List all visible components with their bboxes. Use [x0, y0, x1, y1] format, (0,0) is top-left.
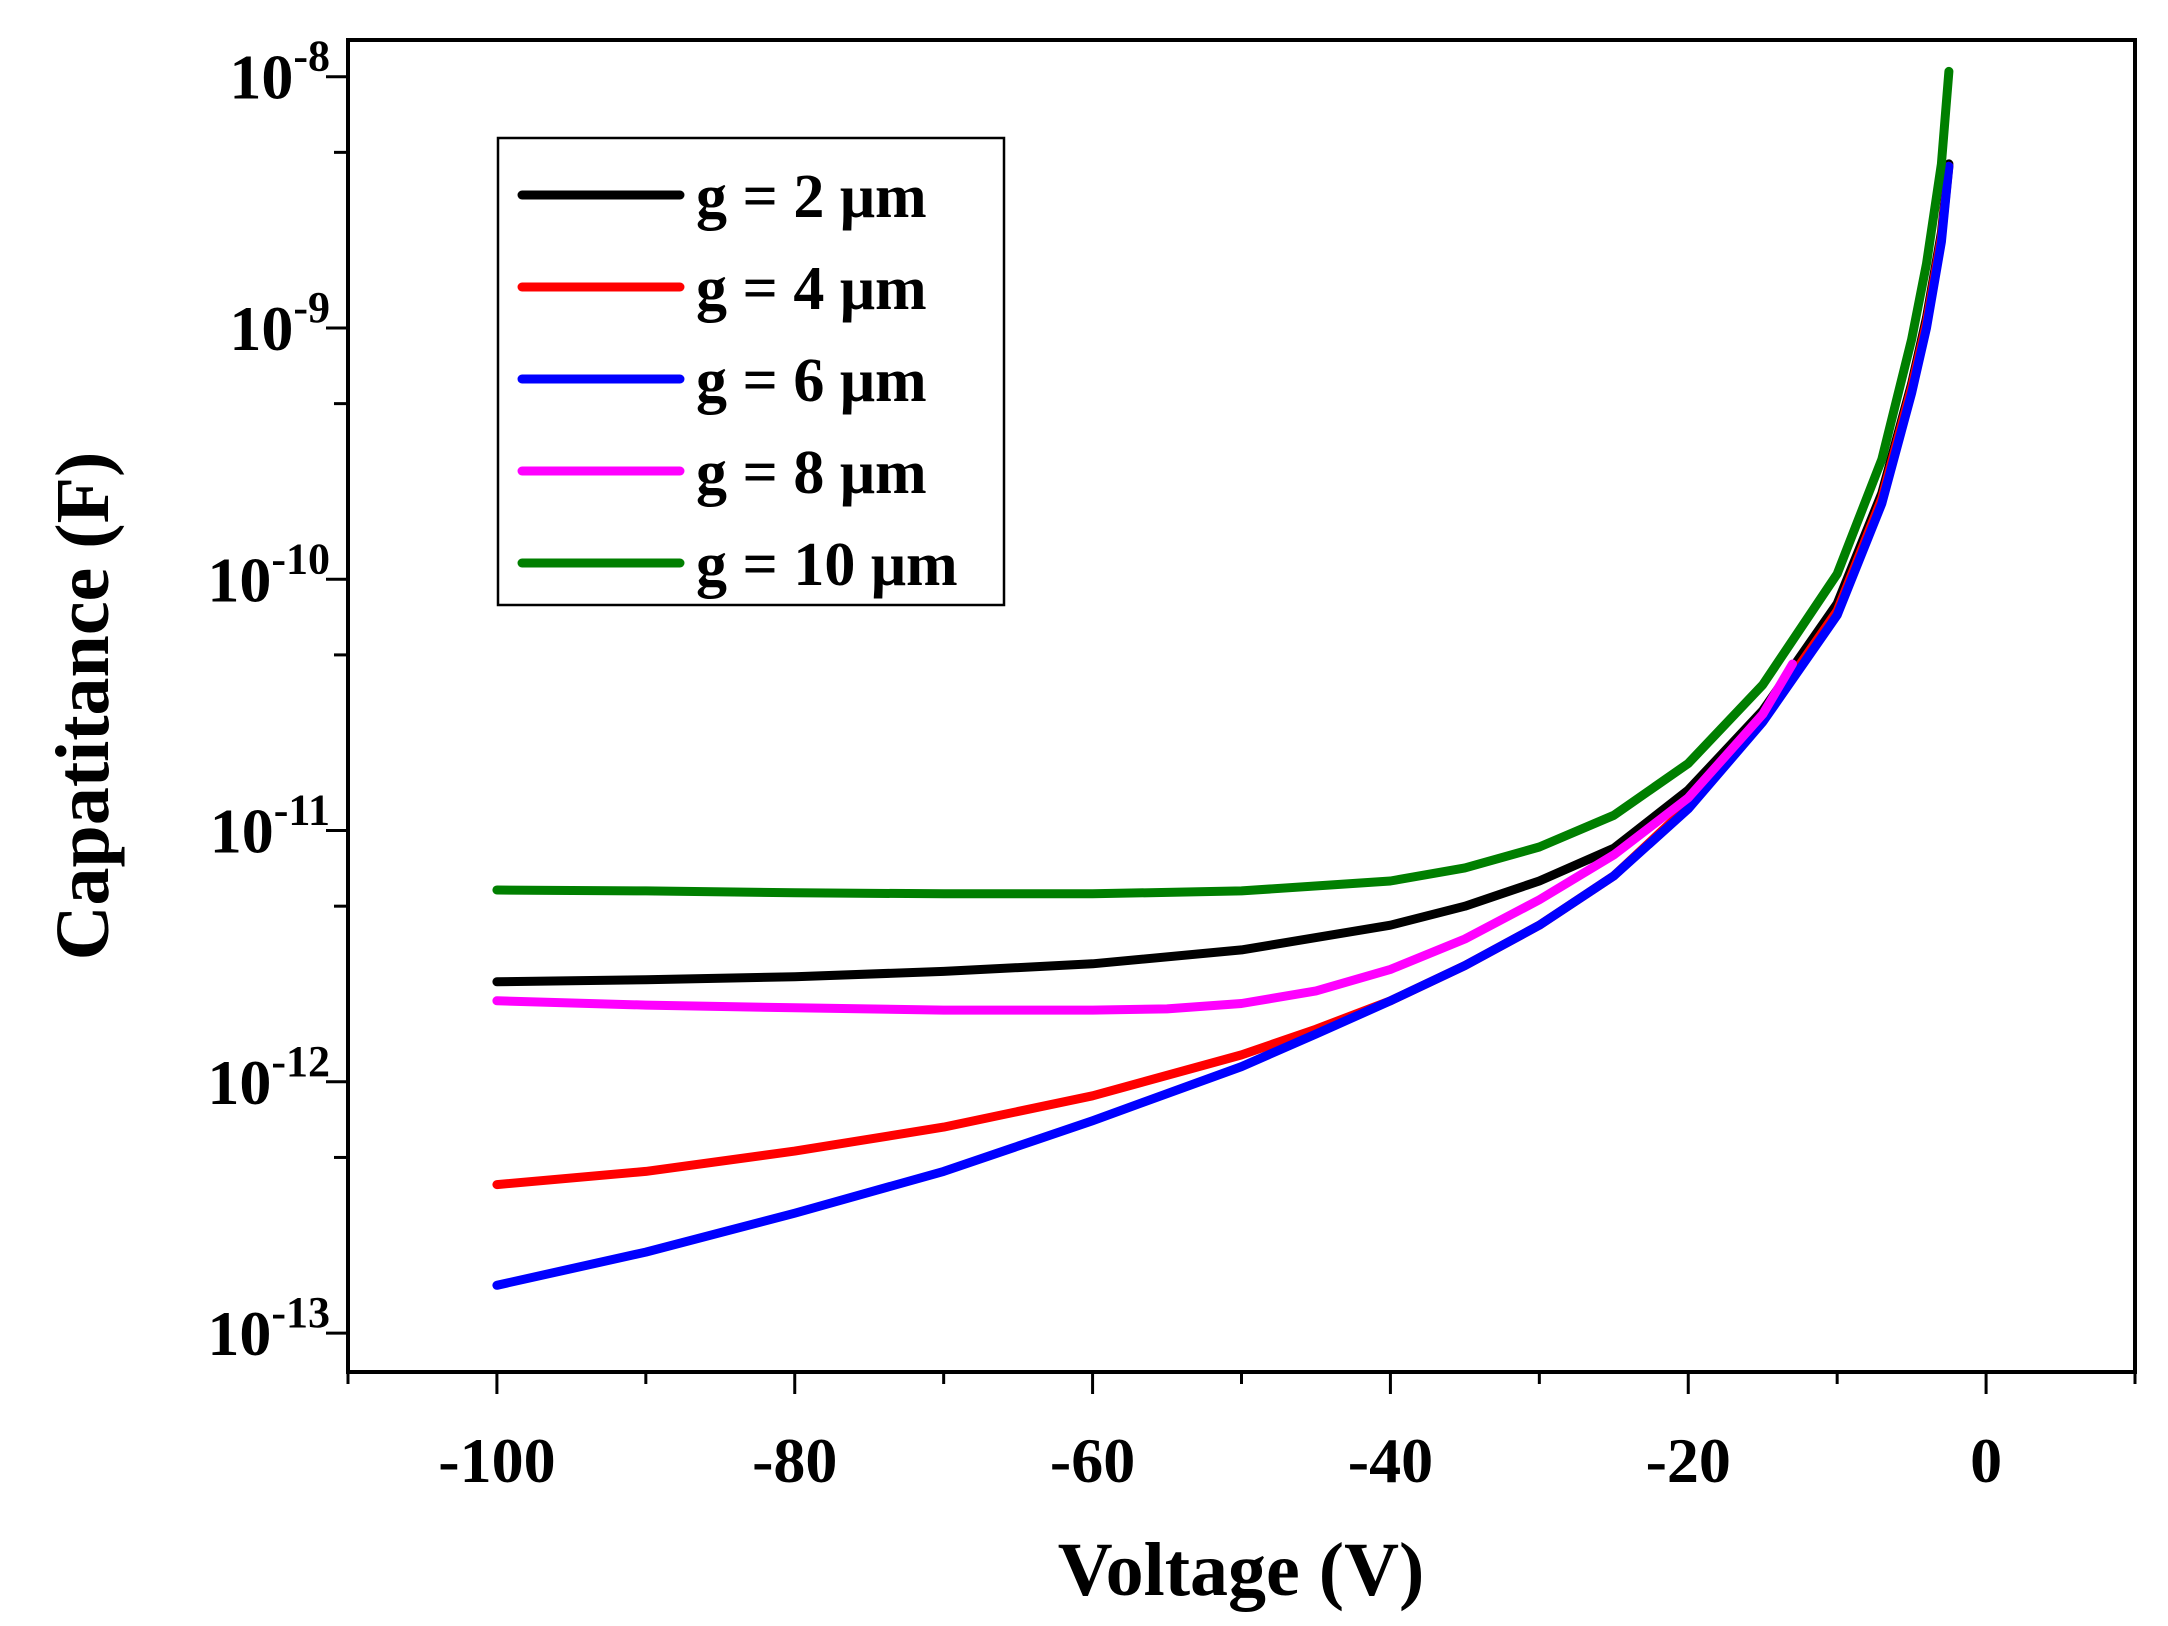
series-layer	[492, 66, 1954, 1290]
y-axis-title: Capatitance (F)	[41, 452, 125, 961]
y-tick-label: 10-11	[210, 786, 330, 867]
axis-ticks	[326, 75, 2137, 1394]
legend-label-2: g = 4 μm	[696, 255, 927, 323]
legend-box	[496, 136, 1006, 607]
legend-items: g = 2 μm g = 4 μm g = 6 μm g = 8 μm g = 10 μ…	[517, 163, 958, 599]
series-line-3	[492, 161, 1954, 1290]
y-tick-label: 10-10	[207, 534, 330, 615]
y-tick-label: 10-9	[229, 283, 330, 364]
y-tick-label: 10-13	[207, 1288, 330, 1369]
y-tick-label: 10-12	[207, 1037, 330, 1118]
x-tick-label: -40	[1348, 1425, 1433, 1496]
x-tick-label: 0	[1970, 1425, 2002, 1496]
x-tick-label: -100	[438, 1425, 555, 1496]
y-tick-label: 10-8	[229, 32, 330, 113]
legend: g = 2 μm g = 4 μm g = 6 μm g = 8 μm g = 10 μ…	[496, 136, 1006, 607]
x-tick-label: -80	[752, 1425, 837, 1496]
y-tick-labels: 10-13 10-12 10-11 10-10 10-9 10-8	[207, 32, 330, 1369]
x-tick-labels: -100 -80 -60 -40 -20 0	[438, 1425, 2002, 1496]
x-tick-label: -60	[1050, 1425, 1135, 1496]
legend-label-1: g = 2 μm	[696, 163, 927, 231]
legend-label-4: g = 8 μm	[696, 439, 927, 507]
series-line-5	[492, 66, 1954, 899]
legend-label-5: g = 10 μm	[696, 531, 958, 599]
x-tick-label: -20	[1646, 1425, 1731, 1496]
legend-label-3: g = 6 μm	[696, 347, 927, 415]
x-axis-title: Voltage (V)	[1058, 1528, 1425, 1612]
series-line-4	[492, 659, 1797, 1015]
